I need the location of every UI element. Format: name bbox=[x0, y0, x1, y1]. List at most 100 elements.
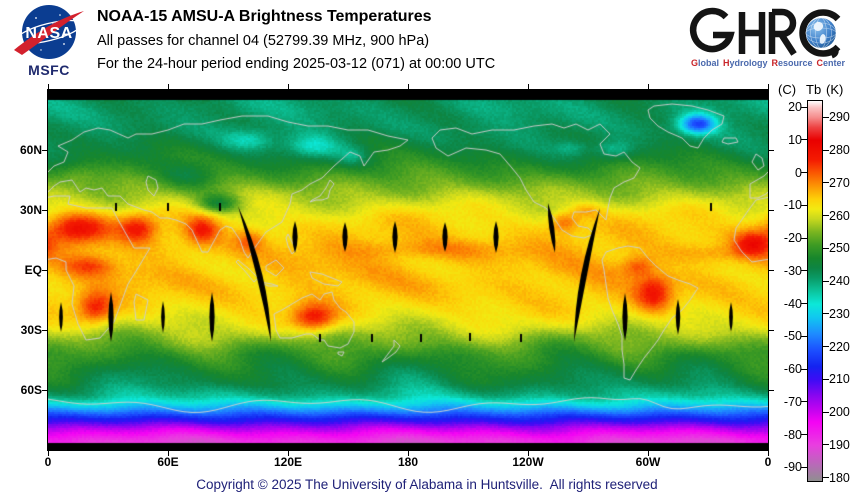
colorbar-kelvin-tick bbox=[823, 280, 829, 282]
copyright: Copyright © 2025 The University of Alaba… bbox=[196, 477, 658, 492]
lon-tick-top bbox=[47, 84, 49, 89]
lon-tick-label: 60E bbox=[157, 455, 179, 469]
ghrc-logo: Global Hydrology Resource Center bbox=[686, 4, 852, 76]
colorbar-kelvin-label: 270 bbox=[829, 175, 850, 190]
colorbar-celsius-label: -60 bbox=[783, 362, 802, 377]
lat-tick-right bbox=[769, 269, 774, 271]
lon-tick-bottom bbox=[167, 451, 169, 456]
colorbar-kelvin-label: 210 bbox=[829, 372, 850, 387]
lon-tick-bottom bbox=[287, 451, 289, 456]
colorbar-celsius-tick bbox=[801, 172, 807, 174]
lon-tick-top bbox=[287, 84, 289, 89]
ghrc-caption-word: Resource bbox=[771, 58, 813, 68]
colorbar-kelvin-label: 240 bbox=[829, 274, 850, 289]
colorbar-kelvin-tick bbox=[823, 215, 829, 217]
lat-tick-label: 30N bbox=[19, 203, 42, 217]
lon-tick-label: 120W bbox=[512, 455, 544, 469]
colorbar-kelvin-label: 260 bbox=[829, 208, 850, 223]
colorbar-tb-header: Tb bbox=[806, 82, 822, 97]
map-frame bbox=[47, 89, 769, 451]
colorbar-kelvin-tick bbox=[823, 346, 829, 348]
colorbar-kelvin-tick bbox=[823, 116, 829, 118]
colorbar-celsius-tick bbox=[801, 270, 807, 272]
colorbar-kelvin-tick bbox=[823, 182, 829, 184]
svg-text:NASA: NASA bbox=[25, 25, 72, 42]
brightness-temperature-map bbox=[48, 90, 768, 450]
colorbar-celsius-label: -90 bbox=[783, 460, 802, 475]
lat-tick-label: 60N bbox=[19, 143, 42, 157]
colorbar-kelvin-tick bbox=[823, 313, 829, 315]
lat-tick-label: 30S bbox=[20, 323, 42, 337]
colorbar-kelvin-tick bbox=[823, 149, 829, 151]
lat-tick-right bbox=[769, 329, 774, 331]
colorbar-kelvin-label: 190 bbox=[829, 437, 850, 452]
colorbar bbox=[807, 100, 823, 482]
ghrc-caption-word: Hydrology bbox=[722, 58, 768, 68]
lat-tick-right bbox=[769, 149, 774, 151]
colorbar-celsius-header: (C) bbox=[778, 82, 797, 97]
lon-tick-bottom bbox=[527, 451, 529, 456]
colorbar-celsius-tick bbox=[801, 401, 807, 403]
colorbar-celsius-tick bbox=[801, 139, 807, 141]
colorbar-celsius-label: -20 bbox=[783, 231, 802, 246]
ghrc-caption: Global Hydrology Resource Center bbox=[686, 58, 850, 68]
colorbar-celsius-label: -80 bbox=[783, 427, 802, 442]
ghrc-caption-word: Global bbox=[690, 58, 719, 68]
lat-tick-left bbox=[42, 149, 47, 151]
msfc-label: MSFC bbox=[28, 62, 70, 78]
colorbar-celsius-label: -10 bbox=[783, 198, 802, 213]
colorbar-celsius-tick bbox=[801, 335, 807, 337]
colorbar-kelvin-label: 230 bbox=[829, 306, 850, 321]
lon-tick-label: 0 bbox=[764, 455, 772, 469]
lon-tick-label: 60W bbox=[635, 455, 661, 469]
lon-tick-top bbox=[647, 84, 649, 89]
lon-tick-bottom bbox=[647, 451, 649, 456]
lon-tick-bottom bbox=[407, 451, 409, 456]
nasa-logo: NASA MSFC bbox=[8, 2, 90, 82]
lat-tick-left bbox=[42, 209, 47, 211]
lon-tick-top bbox=[167, 84, 169, 89]
colorbar-kelvin-label: 290 bbox=[829, 110, 850, 125]
colorbar-kelvin-label: 250 bbox=[829, 241, 850, 256]
colorbar-celsius-tick bbox=[801, 303, 807, 305]
lat-tick-right bbox=[769, 209, 774, 211]
colorbar-kelvin-tick bbox=[823, 444, 829, 446]
lon-tick-bottom bbox=[767, 451, 769, 456]
colorbar-celsius-label: -70 bbox=[783, 394, 802, 409]
page-title: NOAA-15 AMSU-A Brightness Temperatures bbox=[97, 8, 432, 25]
colorbar-kelvin-tick bbox=[823, 378, 829, 380]
colorbar-celsius-tick bbox=[801, 204, 807, 206]
colorbar-kelvin-label: 220 bbox=[829, 339, 850, 354]
colorbar-kelvin-tick bbox=[823, 247, 829, 249]
subtitle-channel: All passes for channel 04 (52799.39 MHz,… bbox=[97, 33, 430, 49]
colorbar-kelvin-tick bbox=[823, 477, 829, 479]
nasa-meatball-icon: NASA bbox=[14, 5, 84, 59]
colorbar-celsius-label: 0 bbox=[795, 165, 802, 180]
lat-tick-label: 60S bbox=[20, 383, 42, 397]
colorbar-kelvin-tick bbox=[823, 411, 829, 413]
lon-tick-label: 120E bbox=[273, 455, 303, 469]
colorbar-celsius-tick bbox=[801, 368, 807, 370]
ghrc-caption-word: Center bbox=[816, 58, 846, 68]
colorbar-celsius-tick bbox=[801, 106, 807, 108]
lon-tick-label: 180 bbox=[397, 455, 419, 469]
lat-tick-left bbox=[42, 269, 47, 271]
subtitle-period: For the 24-hour period ending 2025-03-12… bbox=[97, 56, 496, 72]
lon-tick-top bbox=[407, 84, 409, 89]
lat-tick-left bbox=[42, 329, 47, 331]
lat-tick-label: EQ bbox=[24, 263, 42, 277]
colorbar-celsius-label: -40 bbox=[783, 296, 802, 311]
lon-tick-top bbox=[527, 84, 529, 89]
colorbar-celsius-label: -50 bbox=[783, 329, 802, 344]
colorbar-celsius-label: 10 bbox=[788, 132, 802, 147]
colorbar-celsius-tick bbox=[801, 434, 807, 436]
lon-tick-top bbox=[767, 84, 769, 89]
lon-tick-bottom bbox=[47, 451, 49, 456]
colorbar-kelvin-label: 280 bbox=[829, 143, 850, 158]
colorbar-celsius-label: 20 bbox=[788, 100, 802, 115]
colorbar-celsius-tick bbox=[801, 466, 807, 468]
title-block: NOAA-15 AMSU-A Brightness Temperatures A… bbox=[97, 8, 495, 72]
colorbar-kelvin-label: 200 bbox=[829, 405, 850, 420]
lon-tick-label: 0 bbox=[44, 455, 52, 469]
